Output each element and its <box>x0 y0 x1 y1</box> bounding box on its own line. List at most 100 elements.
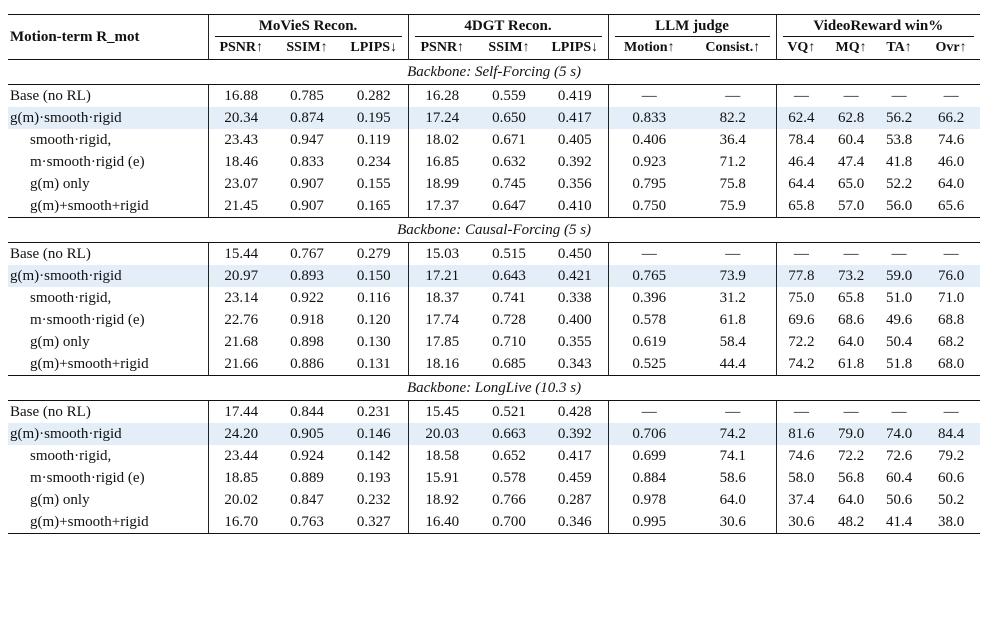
table-row: g(m) only 21.68 0.898 0.130 17.85 0.710 0.355 0… <box>8 331 980 353</box>
col-header: MQ↑ <box>835 40 867 55</box>
table-cell: 74.1 <box>719 448 746 464</box>
table-row: g(m) only 20.02 0.847 0.232 18.92 0.766 0.287 0… <box>8 489 980 511</box>
row-label: g(m)·smooth·rigid <box>8 107 208 129</box>
table-cell: 0.907 <box>290 176 324 192</box>
table-cell: 37.4 <box>775 489 827 511</box>
table-cell: 0.428 <box>542 400 609 423</box>
table-cell: 18.16 <box>407 353 477 376</box>
table-cell: 15.91 <box>407 467 477 489</box>
table-row: smooth·rigid, 23.44 0.924 0.142 18.58 0.652 0.… <box>8 445 980 467</box>
col-header: PSNR↑ <box>207 37 274 60</box>
table-cell: 21.66 <box>207 353 274 376</box>
table-cell: 0.918 <box>290 312 324 328</box>
col-header: SSIM↑ <box>488 40 530 55</box>
table-cell: 0.119 <box>357 132 391 148</box>
table-cell: 46.0 <box>937 154 965 170</box>
table-cell: 20.02 <box>207 489 274 511</box>
table-cell: 60.4 <box>837 132 865 148</box>
table-cell: 18.58 <box>407 445 477 467</box>
table-cell: 59.0 <box>876 265 923 287</box>
table-cell: 0.795 <box>607 173 691 195</box>
table-row: Base (no RL) 15.44 0.767 0.279 15.03 0.515 0.4… <box>8 242 981 265</box>
table-cell: 74.6 <box>937 132 965 148</box>
table-cell: 82.2 <box>690 107 777 129</box>
table-cell: 0.907 <box>290 198 324 214</box>
row-label: g(m)+smooth+rigid <box>30 198 149 214</box>
table-cell: 81.6 <box>775 423 827 445</box>
table-cell: 0.884 <box>607 467 691 489</box>
table-cell: 0.671 <box>492 132 526 148</box>
table-cell: 49.6 <box>885 312 913 328</box>
table-cell: 71.2 <box>719 154 746 170</box>
row-label: g(m)+smooth+rigid <box>30 356 149 372</box>
table-cell: 66.2 <box>922 107 981 129</box>
table-cell: 79.0 <box>826 423 877 445</box>
table-cell: 51.0 <box>885 290 913 306</box>
table-cell: 0.130 <box>356 334 391 350</box>
table-cell: — <box>607 84 691 107</box>
table-cell: 51.8 <box>885 356 913 372</box>
section-title: Backbone: Self-Forcing (5 s) <box>8 59 981 85</box>
table-cell: 18.02 <box>407 129 477 151</box>
table-cell: 68.8 <box>937 312 965 328</box>
table-cell: 16.70 <box>207 511 274 534</box>
table-cell: 17.74 <box>407 309 477 331</box>
row-label: smooth·rigid, <box>30 290 112 306</box>
table-cell: 0.120 <box>356 312 391 328</box>
table-row: smooth·rigid, 23.43 0.947 0.119 18.02 0.671 0.… <box>8 129 980 151</box>
table-cell: 23.14 <box>207 287 274 309</box>
table-cell: 18.85 <box>207 467 274 489</box>
table-cell: — <box>876 400 923 423</box>
table-cell: 68.0 <box>937 356 965 372</box>
table-cell: — <box>607 242 691 265</box>
table-cell: 64.0 <box>937 176 965 192</box>
table-row: g(m)·smooth·rigid 20.97 0.893 0.150 17.21 0.6… <box>8 265 981 287</box>
table-cell: 16.28 <box>407 84 477 107</box>
table-cell: 0.924 <box>290 448 324 464</box>
table-cell: — <box>607 400 691 423</box>
table-cell: 38.0 <box>922 511 981 534</box>
table-cell: 48.2 <box>826 511 877 534</box>
table-cell: 61.8 <box>837 356 865 372</box>
table-cell: 0.515 <box>476 242 543 265</box>
table-cell: 0.346 <box>542 511 609 534</box>
table-cell: 0.978 <box>607 489 691 511</box>
group-movies-recon: MoVieS Recon. <box>207 14 409 37</box>
table-cell: 0.234 <box>356 154 391 170</box>
table-cell: 16.85 <box>407 151 477 173</box>
table-cell: 0.767 <box>274 242 340 265</box>
table-cell: 0.763 <box>274 511 340 534</box>
table-cell: 0.193 <box>356 470 391 486</box>
table-cell: 30.6 <box>690 511 777 534</box>
table-cell: — <box>826 242 877 265</box>
table-cell: 65.8 <box>775 195 827 218</box>
table-cell: 0.421 <box>542 265 609 287</box>
table-cell: 0.741 <box>492 290 526 306</box>
table-row: g(m)·smooth·rigid 24.20 0.905 0.146 20.03 0.6… <box>8 423 981 445</box>
table-cell: 50.4 <box>885 334 913 350</box>
table-cell: 21.45 <box>207 195 274 218</box>
table-cell: 58.0 <box>775 467 827 489</box>
table-cell: 0.700 <box>476 511 543 534</box>
table-cell: 20.34 <box>207 107 274 129</box>
table-cell: 75.9 <box>719 198 746 214</box>
row-label: smooth·rigid, <box>30 132 112 148</box>
table-row: m·smooth·rigid (e) 18.85 0.889 0.193 15.91 0.… <box>8 467 980 489</box>
table-cell: 23.43 <box>207 129 274 151</box>
table-cell: 53.8 <box>885 132 913 148</box>
table-cell: 20.97 <box>207 265 274 287</box>
group-4dgt-recon: 4DGT Recon. <box>407 14 609 37</box>
col-header: PSNR↑ <box>407 37 477 60</box>
section-title: Backbone: LongLive (10.3 s) <box>8 375 981 401</box>
table-cell: 0.785 <box>274 84 340 107</box>
table-cell: 0.459 <box>557 470 592 486</box>
table-cell: 0.396 <box>607 287 691 309</box>
table-cell: 68.6 <box>837 312 865 328</box>
col-header: Ovr↑ <box>935 40 967 55</box>
table-cell: 0.195 <box>340 107 409 129</box>
row-label: g(m)+smooth+rigid <box>8 511 208 534</box>
table-cell: 21.68 <box>207 331 274 353</box>
row-label: smooth·rigid, <box>30 448 112 464</box>
table-cell: 15.44 <box>207 242 274 265</box>
row-label: g(m)·smooth·rigid <box>8 265 208 287</box>
